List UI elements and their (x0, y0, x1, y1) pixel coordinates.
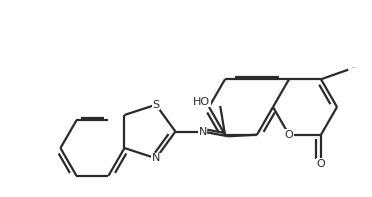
Text: S: S (153, 100, 160, 110)
Text: methyl: methyl (352, 67, 357, 68)
Text: O: O (285, 130, 294, 140)
Text: HO: HO (193, 97, 210, 107)
Text: O: O (317, 159, 326, 168)
Text: N: N (198, 126, 207, 137)
Text: methyl: methyl (351, 66, 356, 68)
Text: N: N (152, 153, 160, 163)
